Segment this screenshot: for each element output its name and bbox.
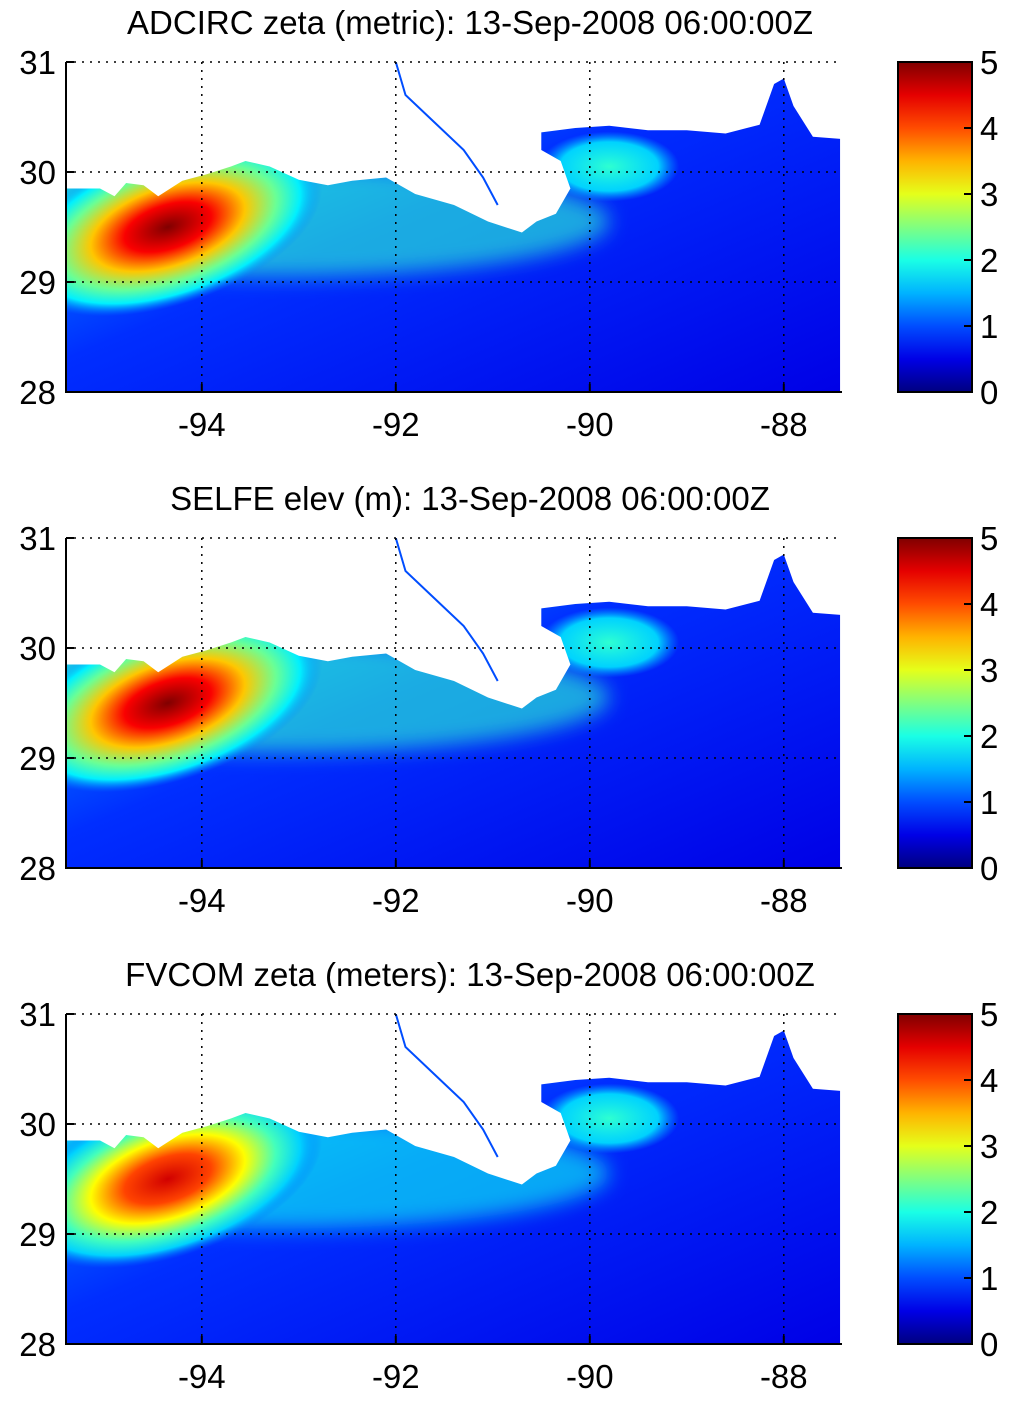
domain-edge-mask <box>840 62 842 392</box>
x-tick-label: -92 <box>372 882 420 919</box>
land-mask <box>66 1014 842 1185</box>
y-tick-label: 28 <box>19 1326 56 1363</box>
map-panel-3: FVCOM zeta (meters): 13-Sep-2008 06:00:0… <box>0 952 1024 1420</box>
land-mask <box>66 62 842 233</box>
x-tick-label: -90 <box>566 1358 614 1395</box>
x-tick-label: -94 <box>178 1358 226 1395</box>
x-tick-label: -88 <box>760 406 808 443</box>
colorbar-tick-label: 4 <box>980 1062 998 1099</box>
chart-title: SELFE elev (m): 13-Sep-2008 06:00:00Z <box>170 480 770 517</box>
colorbar-tick-label: 4 <box>980 110 998 147</box>
colorbar-tick-label: 3 <box>980 176 998 213</box>
colorbar-tick-label: 0 <box>980 374 998 411</box>
river-channel <box>394 62 499 206</box>
coastal-inundation-region <box>539 1083 680 1154</box>
colorbar-tick-label: 1 <box>980 784 998 821</box>
x-tick-label: -92 <box>372 1358 420 1395</box>
x-tick-label: -90 <box>566 882 614 919</box>
x-tick-label: -88 <box>760 1358 808 1395</box>
colorbar <box>897 1013 973 1345</box>
colorbar-tick-label: 2 <box>980 718 998 755</box>
colorbar-tick-label: 1 <box>980 1260 998 1297</box>
colorbar-tick-label: 3 <box>980 652 998 689</box>
colorbar-tick-label: 1 <box>980 308 998 345</box>
river-channel <box>394 1014 499 1158</box>
land-mask <box>66 538 842 709</box>
colorbar-tick-label: 3 <box>980 1128 998 1165</box>
domain-edge-mask <box>840 538 842 868</box>
river-channel <box>394 538 499 682</box>
y-tick-label: 29 <box>19 264 56 301</box>
map-panel-2: SELFE elev (m): 13-Sep-2008 06:00:00Z -94… <box>0 476 1024 944</box>
colorbar-tick-label: 5 <box>980 520 998 557</box>
y-tick-label: 28 <box>19 850 56 887</box>
colorbar-tick-label: 0 <box>980 1326 998 1363</box>
colorbar <box>897 537 973 869</box>
coastal-inundation-region <box>539 131 680 202</box>
x-tick-label: -90 <box>566 406 614 443</box>
y-tick-label: 30 <box>19 630 56 667</box>
y-tick-label: 31 <box>19 44 56 81</box>
chart-title: ADCIRC zeta (metric): 13-Sep-2008 06:00:… <box>127 4 813 41</box>
y-tick-label: 31 <box>19 520 56 557</box>
colorbar-tick-label: 4 <box>980 586 998 623</box>
colorbar-tick-label: 5 <box>980 996 998 1033</box>
y-tick-label: 29 <box>19 740 56 777</box>
surge-map-svg: -94 -92 -90 -88 28 29 30 31 0 1 2 3 4 5 <box>19 996 998 1395</box>
x-tick-label: -94 <box>178 882 226 919</box>
colorbar-tick-label: 5 <box>980 44 998 81</box>
colorbar-tick-label: 0 <box>980 850 998 887</box>
y-tick-label: 28 <box>19 374 56 411</box>
x-tick-label: -94 <box>178 406 226 443</box>
y-tick-label: 29 <box>19 1216 56 1253</box>
surge-map-svg: -94 -92 -90 -88 28 29 30 31 0 1 2 3 4 5 <box>19 520 998 919</box>
colorbar-tick-label: 2 <box>980 1194 998 1231</box>
x-tick-label: -88 <box>760 882 808 919</box>
coastal-inundation-region <box>539 607 680 678</box>
surge-map-svg: -94 -92 -90 -88 28 29 30 31 0 1 2 3 4 5 <box>19 44 998 443</box>
domain-edge-mask <box>840 1014 842 1344</box>
y-tick-label: 31 <box>19 996 56 1033</box>
colorbar-tick-label: 2 <box>980 242 998 279</box>
y-tick-label: 30 <box>19 1106 56 1143</box>
map-panel-1: ADCIRC zeta (metric): 13-Sep-2008 06:00:… <box>0 0 1024 468</box>
colorbar <box>897 61 973 393</box>
chart-title: FVCOM zeta (meters): 13-Sep-2008 06:00:0… <box>125 956 815 993</box>
y-tick-label: 30 <box>19 154 56 191</box>
x-tick-label: -92 <box>372 406 420 443</box>
